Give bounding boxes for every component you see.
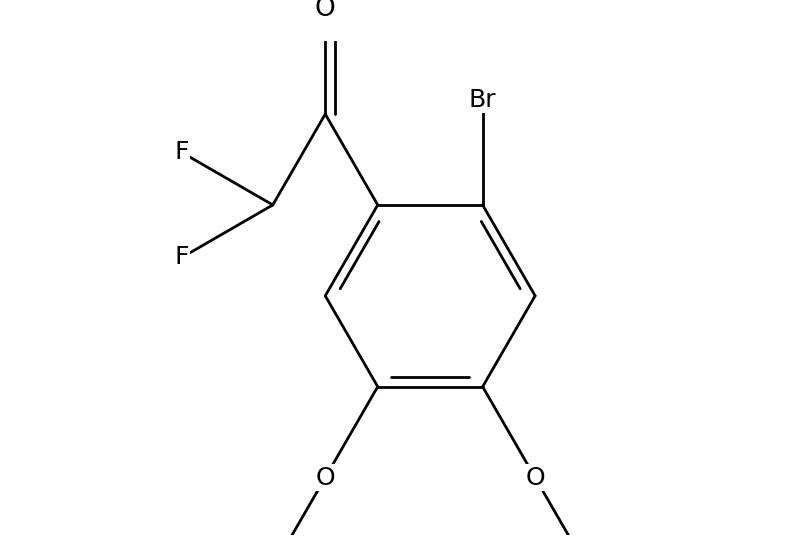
Text: O: O — [526, 466, 545, 489]
Text: O: O — [315, 466, 335, 489]
Text: O: O — [315, 0, 336, 22]
Text: F: F — [175, 245, 189, 270]
Text: F: F — [175, 140, 189, 165]
Text: Br: Br — [469, 88, 496, 112]
